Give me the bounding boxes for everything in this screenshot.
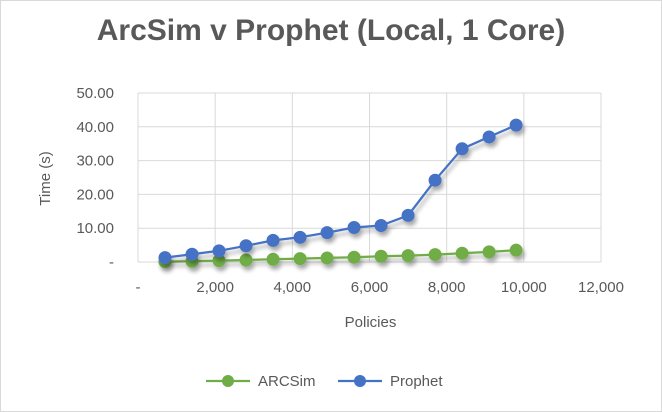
data-point — [266, 233, 280, 247]
x-tick-label: 8,000 — [428, 279, 466, 296]
y-axis-label: Time (s) — [37, 151, 54, 205]
data-point — [428, 173, 442, 187]
legend-label: ARCSim — [258, 373, 316, 390]
legend-item-arcsim: ARCSim — [206, 373, 316, 390]
data-point — [239, 239, 253, 253]
data-point — [455, 142, 469, 156]
data-point — [374, 249, 388, 263]
legend-label: Prophet — [390, 373, 443, 390]
chart-title: ArcSim v Prophet (Local, 1 Core) — [96, 14, 566, 47]
data-point — [347, 250, 361, 264]
y-tick-label: 50.00 — [76, 85, 114, 102]
legend: ARCSim Prophet — [206, 373, 443, 390]
data-point — [239, 253, 253, 267]
data-point — [401, 249, 415, 263]
data-point — [347, 221, 361, 235]
x-tick-label: 12,000 — [578, 279, 624, 296]
data-point — [293, 230, 307, 244]
data-point — [401, 208, 415, 222]
data-point — [185, 247, 199, 261]
data-point — [482, 130, 496, 144]
legend-marker — [222, 375, 234, 387]
y-tick-label: 40.00 — [76, 119, 114, 136]
x-tick-label: 2,000 — [196, 279, 234, 296]
data-point — [509, 243, 523, 257]
data-point — [428, 248, 442, 262]
data-point — [293, 252, 307, 266]
x-axis-label: Policies — [345, 314, 397, 331]
x-tick-label: 4,000 — [274, 279, 312, 296]
x-tick-label: 6,000 — [351, 279, 389, 296]
y-tick-label: 20.00 — [76, 186, 114, 203]
data-point — [455, 246, 469, 260]
series-layer — [158, 118, 523, 269]
x-tick-labels: - 2,000 4,000 6,000 8,000 10,000 12,000 — [136, 279, 624, 296]
y-tick-label: - — [109, 254, 114, 271]
y-tick-labels: - 10.00 20.00 30.00 40.00 50.00 — [76, 85, 114, 271]
data-point — [482, 245, 496, 259]
y-tick-label: 30.00 — [76, 153, 114, 170]
x-tick-label: 10,000 — [501, 279, 547, 296]
x-tick-label: - — [136, 279, 141, 296]
data-point — [158, 251, 172, 265]
grid — [137, 92, 602, 263]
data-point — [266, 252, 280, 266]
series-arcsim — [158, 243, 523, 269]
legend-marker — [354, 375, 366, 387]
data-point — [320, 251, 334, 265]
series-prophet — [158, 118, 523, 265]
data-point — [320, 226, 334, 240]
data-point — [212, 244, 226, 258]
data-point — [509, 118, 523, 132]
data-point — [374, 218, 388, 232]
legend-item-prophet: Prophet — [338, 373, 443, 390]
y-tick-label: 10.00 — [76, 220, 114, 237]
